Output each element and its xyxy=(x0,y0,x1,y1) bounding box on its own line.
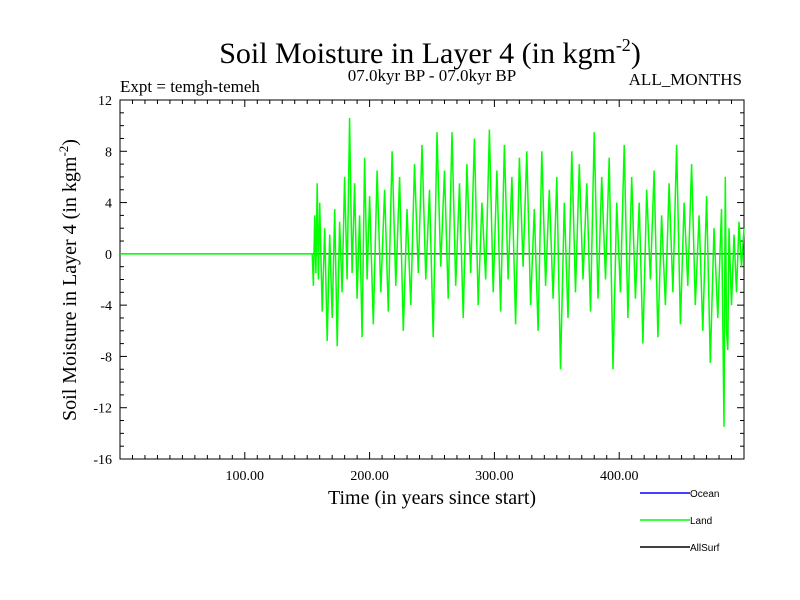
x-tick-label: 200.00 xyxy=(350,469,389,484)
experiment-label: Expt = temgh-temeh xyxy=(120,77,260,96)
y-tick-label: -12 xyxy=(93,402,112,417)
x-tick-label: 400.00 xyxy=(600,469,639,484)
x-axis: 100.00 200.00 300.00 400.00 xyxy=(131,100,733,484)
x-tick-label: 100.00 xyxy=(226,469,265,484)
y-tick-label: -4 xyxy=(100,299,112,314)
y-tick-label: -16 xyxy=(93,453,112,468)
y-tick-label: -8 xyxy=(100,350,112,365)
months-label: ALL_MONTHS xyxy=(629,70,742,89)
y-tick-label: 0 xyxy=(105,248,112,263)
y-tick-label: 4 xyxy=(105,197,112,212)
legend-label-ocean: Ocean xyxy=(690,489,719,500)
y-axis: -16 -12 -8 -4 0 4 8 12 xyxy=(93,94,744,468)
y-axis-label: Soil Moisture in Layer 4 (in kgm-2) xyxy=(56,139,81,421)
period-label: 07.0kyr BP - 07.0kyr BP xyxy=(348,66,516,85)
y-tick-label: 8 xyxy=(105,145,112,160)
legend: Ocean Land AllSurf xyxy=(640,489,720,554)
legend-label-land: Land xyxy=(690,516,712,527)
chart-title: Soil Moisture in Layer 4 (in kgm-2) xyxy=(219,35,641,70)
legend-label-allsurf: AllSurf xyxy=(690,543,720,554)
land-series-line xyxy=(120,117,745,427)
x-axis-label: Time (in years since start) xyxy=(328,487,536,509)
x-tick-label: 300.00 xyxy=(475,469,514,484)
y-tick-label: 12 xyxy=(98,94,112,109)
